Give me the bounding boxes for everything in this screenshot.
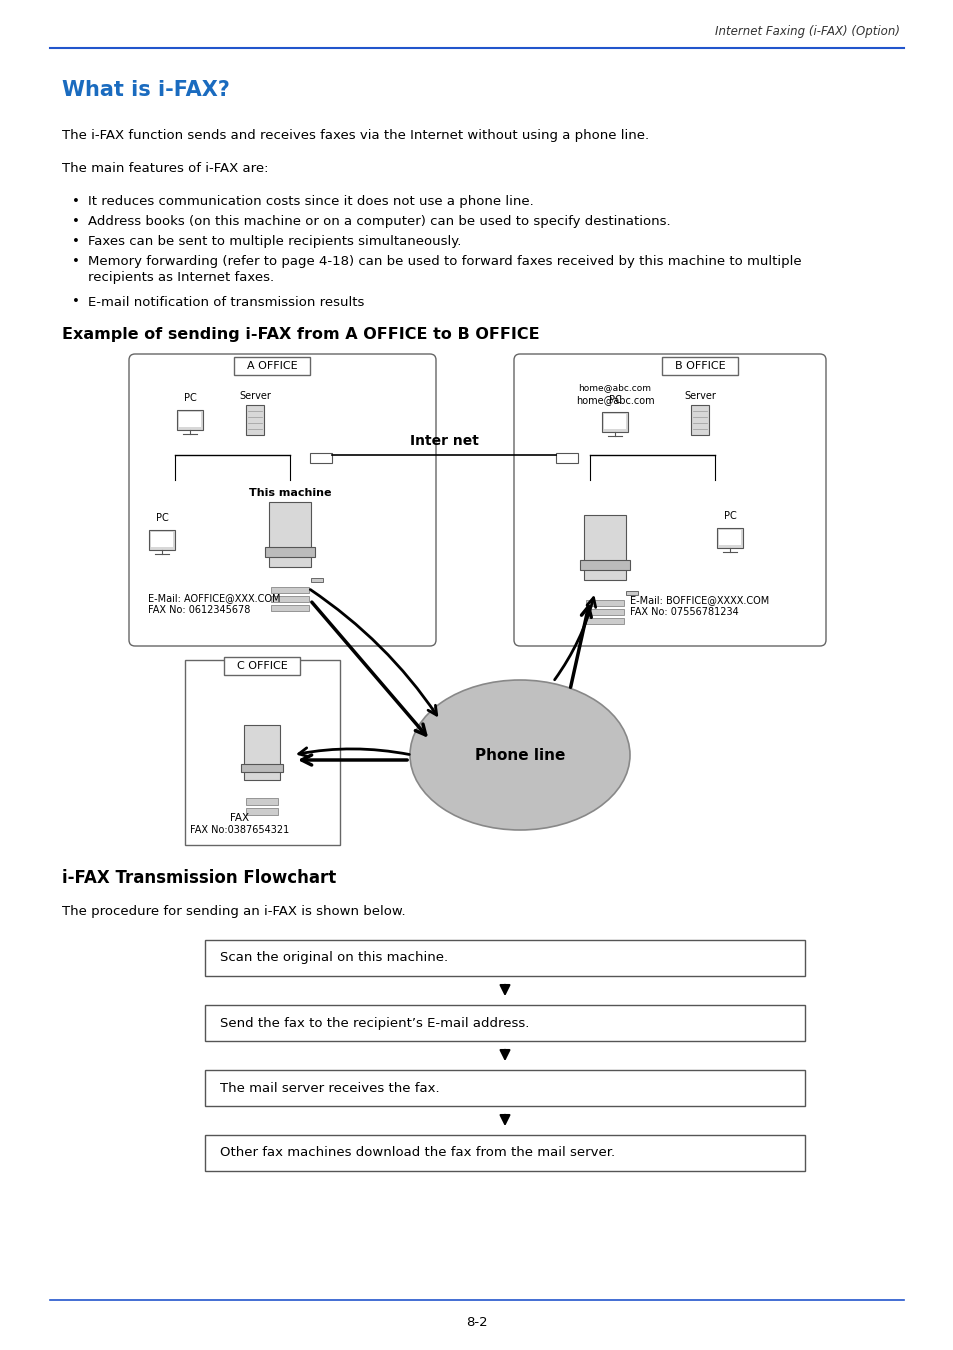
Text: Memory forwarding (refer to page 4-18) can be used to forward faxes received by : Memory forwarding (refer to page 4-18) c… [88,255,801,269]
Text: The procedure for sending an i-FAX is shown below.: The procedure for sending an i-FAX is sh… [62,906,405,918]
Text: A OFFICE: A OFFICE [247,360,297,371]
Text: Scan the original on this machine.: Scan the original on this machine. [220,952,448,964]
Bar [179,412,201,427]
Text: •: • [71,255,80,269]
Bar [205,1071,804,1106]
Text: PC: PC [155,513,168,522]
Text: Send the fax to the recipient’s E-mail address.: Send the fax to the recipient’s E-mail a… [220,1017,529,1030]
Text: The main features of i-FAX are:: The main features of i-FAX are: [62,162,268,174]
Text: It reduces communication costs since it does not use a phone line.: It reduces communication costs since it … [88,196,533,208]
Text: •: • [71,235,80,248]
Text: i-FAX Transmission Flowchart: i-FAX Transmission Flowchart [62,869,335,887]
Text: •: • [71,216,80,228]
Text: E-Mail: BOFFICE@XXXX.COM: E-Mail: BOFFICE@XXXX.COM [629,595,768,605]
Text: Faxes can be sent to multiple recipients simultaneously.: Faxes can be sent to multiple recipients… [88,235,461,248]
Bar [625,591,638,595]
Bar [583,514,625,580]
Text: recipients as Internet faxes.: recipients as Internet faxes. [88,271,274,285]
Text: •: • [71,196,80,208]
Bar [661,356,738,375]
Text: B OFFICE: B OFFICE [674,360,724,371]
Text: Other fax machines download the fax from the mail server.: Other fax machines download the fax from… [220,1146,615,1160]
Bar [579,560,629,570]
Text: E-Mail: AOFFICE@XXX.COM: E-Mail: AOFFICE@XXX.COM [148,593,280,603]
Bar [556,454,578,463]
Bar [585,599,623,606]
Bar [241,764,283,772]
Bar [717,528,742,548]
Bar [233,356,310,375]
Text: home@abc.com: home@abc.com [578,383,651,393]
Bar [224,657,299,675]
Bar [205,1004,804,1041]
Bar [246,405,264,435]
Text: home@abc.com: home@abc.com [575,396,654,405]
Text: Inter net: Inter net [409,433,478,448]
Text: C OFFICE: C OFFICE [236,662,287,671]
Bar [185,660,339,845]
Text: FAX No:0387654321: FAX No:0387654321 [191,825,290,836]
Text: Example of sending i-FAX from A OFFICE to B OFFICE: Example of sending i-FAX from A OFFICE t… [62,328,539,343]
Bar [205,940,804,976]
Bar [585,618,623,624]
FancyBboxPatch shape [514,354,825,647]
Bar [271,605,309,612]
Text: FAX No: 0612345678: FAX No: 0612345678 [148,605,250,616]
FancyBboxPatch shape [129,354,436,647]
Text: PC: PC [183,393,196,404]
Text: PC: PC [608,396,620,405]
Bar [151,532,172,547]
Text: The mail server receives the fax.: The mail server receives the fax. [220,1081,439,1095]
Bar [269,502,311,567]
Text: This machine: This machine [249,487,331,498]
Text: What is i-FAX?: What is i-FAX? [62,80,230,100]
Text: E-mail notification of transmission results: E-mail notification of transmission resu… [88,296,364,309]
Text: Internet Faxing (i-FAX) (Option): Internet Faxing (i-FAX) (Option) [714,26,899,39]
Text: FAX: FAX [231,813,250,823]
Text: 8-2: 8-2 [466,1316,487,1330]
Text: Server: Server [683,392,715,401]
Text: •: • [71,296,80,309]
Text: Address books (on this machine or on a computer) can be used to specify destinat: Address books (on this machine or on a c… [88,216,670,228]
Text: Phone line: Phone line [475,748,564,763]
Bar [265,547,314,558]
Bar [177,410,203,431]
Bar [603,414,625,429]
Bar [246,798,277,805]
Text: Server: Server [239,392,271,401]
Bar [310,454,332,463]
Bar [244,725,280,780]
Text: FAX No: 07556781234: FAX No: 07556781234 [629,608,738,617]
Bar [271,595,309,602]
Bar [690,405,708,435]
Bar [311,578,323,582]
Ellipse shape [410,680,629,830]
Bar [601,412,627,432]
Bar [271,587,309,593]
Bar [149,531,174,549]
Text: The i-FAX function sends and receives faxes via the Internet without using a pho: The i-FAX function sends and receives fa… [62,128,648,142]
Text: PC: PC [723,512,736,521]
Bar [585,609,623,616]
Bar [719,531,740,545]
Bar [205,1135,804,1170]
Bar [246,809,277,815]
